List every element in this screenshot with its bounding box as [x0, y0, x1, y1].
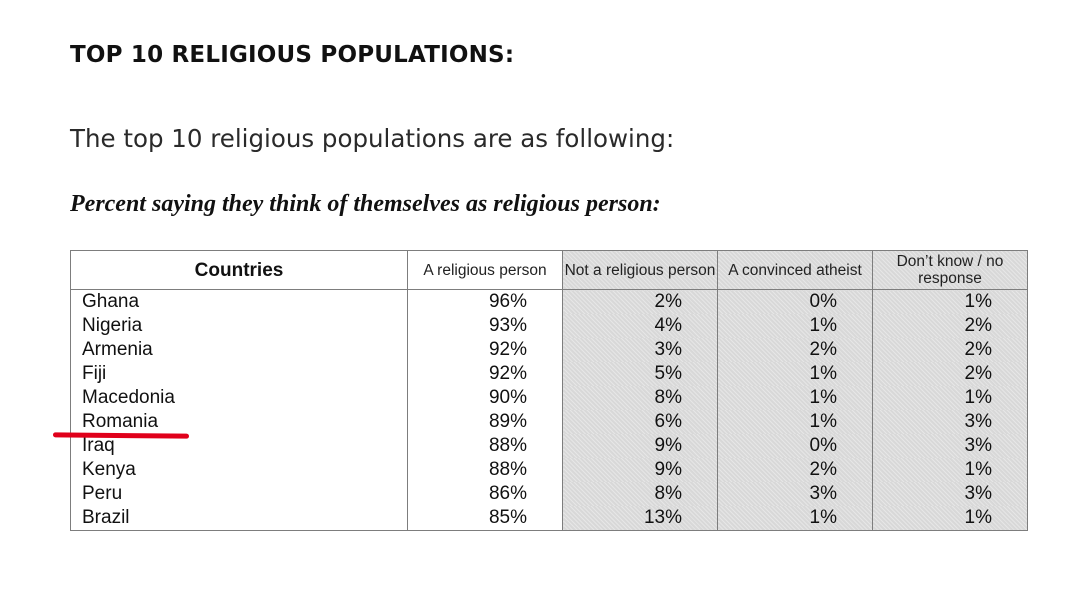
cell-religious: 96% [407, 289, 563, 314]
cell-atheist: 0% [717, 434, 873, 458]
table-row: Nigeria 93% 4% 1% 2% [70, 314, 1028, 338]
cell-religious: 93% [407, 314, 563, 338]
cell-no-response: 1% [872, 289, 1028, 314]
header-not-religious: Not a religious person [562, 250, 718, 290]
cell-no-response: 2% [872, 338, 1028, 362]
cell-country: Macedonia [70, 386, 408, 410]
header-atheist: A convinced atheist [717, 250, 873, 290]
table-header-row: Countries A religious person Not a relig… [70, 250, 1028, 290]
table-row: Iraq 88% 9% 0% 3% [70, 434, 1028, 458]
cell-religious: 86% [407, 482, 563, 506]
cell-religious: 92% [407, 338, 563, 362]
cell-not-religious: 2% [562, 289, 718, 314]
table-row: Armenia 92% 3% 2% 2% [70, 338, 1028, 362]
cell-not-religious: 9% [562, 458, 718, 482]
cell-country: Brazil [70, 506, 408, 531]
cell-not-religious: 4% [562, 314, 718, 338]
cell-no-response: 1% [872, 506, 1028, 531]
religion-table: Countries A religious person Not a relig… [70, 250, 1028, 531]
cell-not-religious: 5% [562, 362, 718, 386]
cell-country: Nigeria [70, 314, 408, 338]
cell-no-response: 1% [872, 458, 1028, 482]
table-row: Ghana 96% 2% 0% 1% [70, 289, 1028, 314]
cell-religious: 85% [407, 506, 563, 531]
table-row: Macedonia 90% 8% 1% 1% [70, 386, 1028, 410]
cell-country: Ghana [70, 289, 408, 314]
cell-religious: 90% [407, 386, 563, 410]
cell-not-religious: 3% [562, 338, 718, 362]
cell-atheist: 0% [717, 289, 873, 314]
cell-religious: 89% [407, 410, 563, 434]
table-caption: Percent saying they think of themselves … [70, 191, 661, 217]
header-no-response: Don’t know / no response [872, 250, 1028, 290]
intro-text: The top 10 religious populations are as … [70, 124, 675, 153]
cell-no-response: 1% [872, 386, 1028, 410]
cell-country: Kenya [70, 458, 408, 482]
table-row: Kenya 88% 9% 2% 1% [70, 458, 1028, 482]
cell-no-response: 3% [872, 482, 1028, 506]
cell-religious: 88% [407, 434, 563, 458]
header-countries: Countries [70, 250, 408, 290]
cell-religious: 92% [407, 362, 563, 386]
page-heading: TOP 10 RELIGIOUS POPULATIONS: [70, 42, 515, 68]
header-religious: A religious person [407, 250, 563, 290]
cell-atheist: 1% [717, 314, 873, 338]
cell-not-religious: 8% [562, 482, 718, 506]
cell-no-response: 3% [872, 410, 1028, 434]
table-row: Fiji 92% 5% 1% 2% [70, 362, 1028, 386]
cell-country: Romania [70, 410, 408, 434]
cell-atheist: 1% [717, 362, 873, 386]
cell-not-religious: 6% [562, 410, 718, 434]
cell-atheist: 1% [717, 386, 873, 410]
cell-atheist: 1% [717, 410, 873, 434]
cell-not-religious: 8% [562, 386, 718, 410]
cell-country: Fiji [70, 362, 408, 386]
cell-no-response: 3% [872, 434, 1028, 458]
table-row: Brazil 85% 13% 1% 1% [70, 506, 1028, 531]
cell-atheist: 3% [717, 482, 873, 506]
cell-not-religious: 13% [562, 506, 718, 531]
cell-religious: 88% [407, 458, 563, 482]
cell-country: Armenia [70, 338, 408, 362]
table-row: Peru 86% 8% 3% 3% [70, 482, 1028, 506]
table-row-highlighted: Romania 89% 6% 1% 3% [70, 410, 1028, 434]
cell-atheist: 2% [717, 338, 873, 362]
cell-no-response: 2% [872, 314, 1028, 338]
cell-country: Peru [70, 482, 408, 506]
cell-not-religious: 9% [562, 434, 718, 458]
cell-atheist: 2% [717, 458, 873, 482]
cell-atheist: 1% [717, 506, 873, 531]
cell-no-response: 2% [872, 362, 1028, 386]
